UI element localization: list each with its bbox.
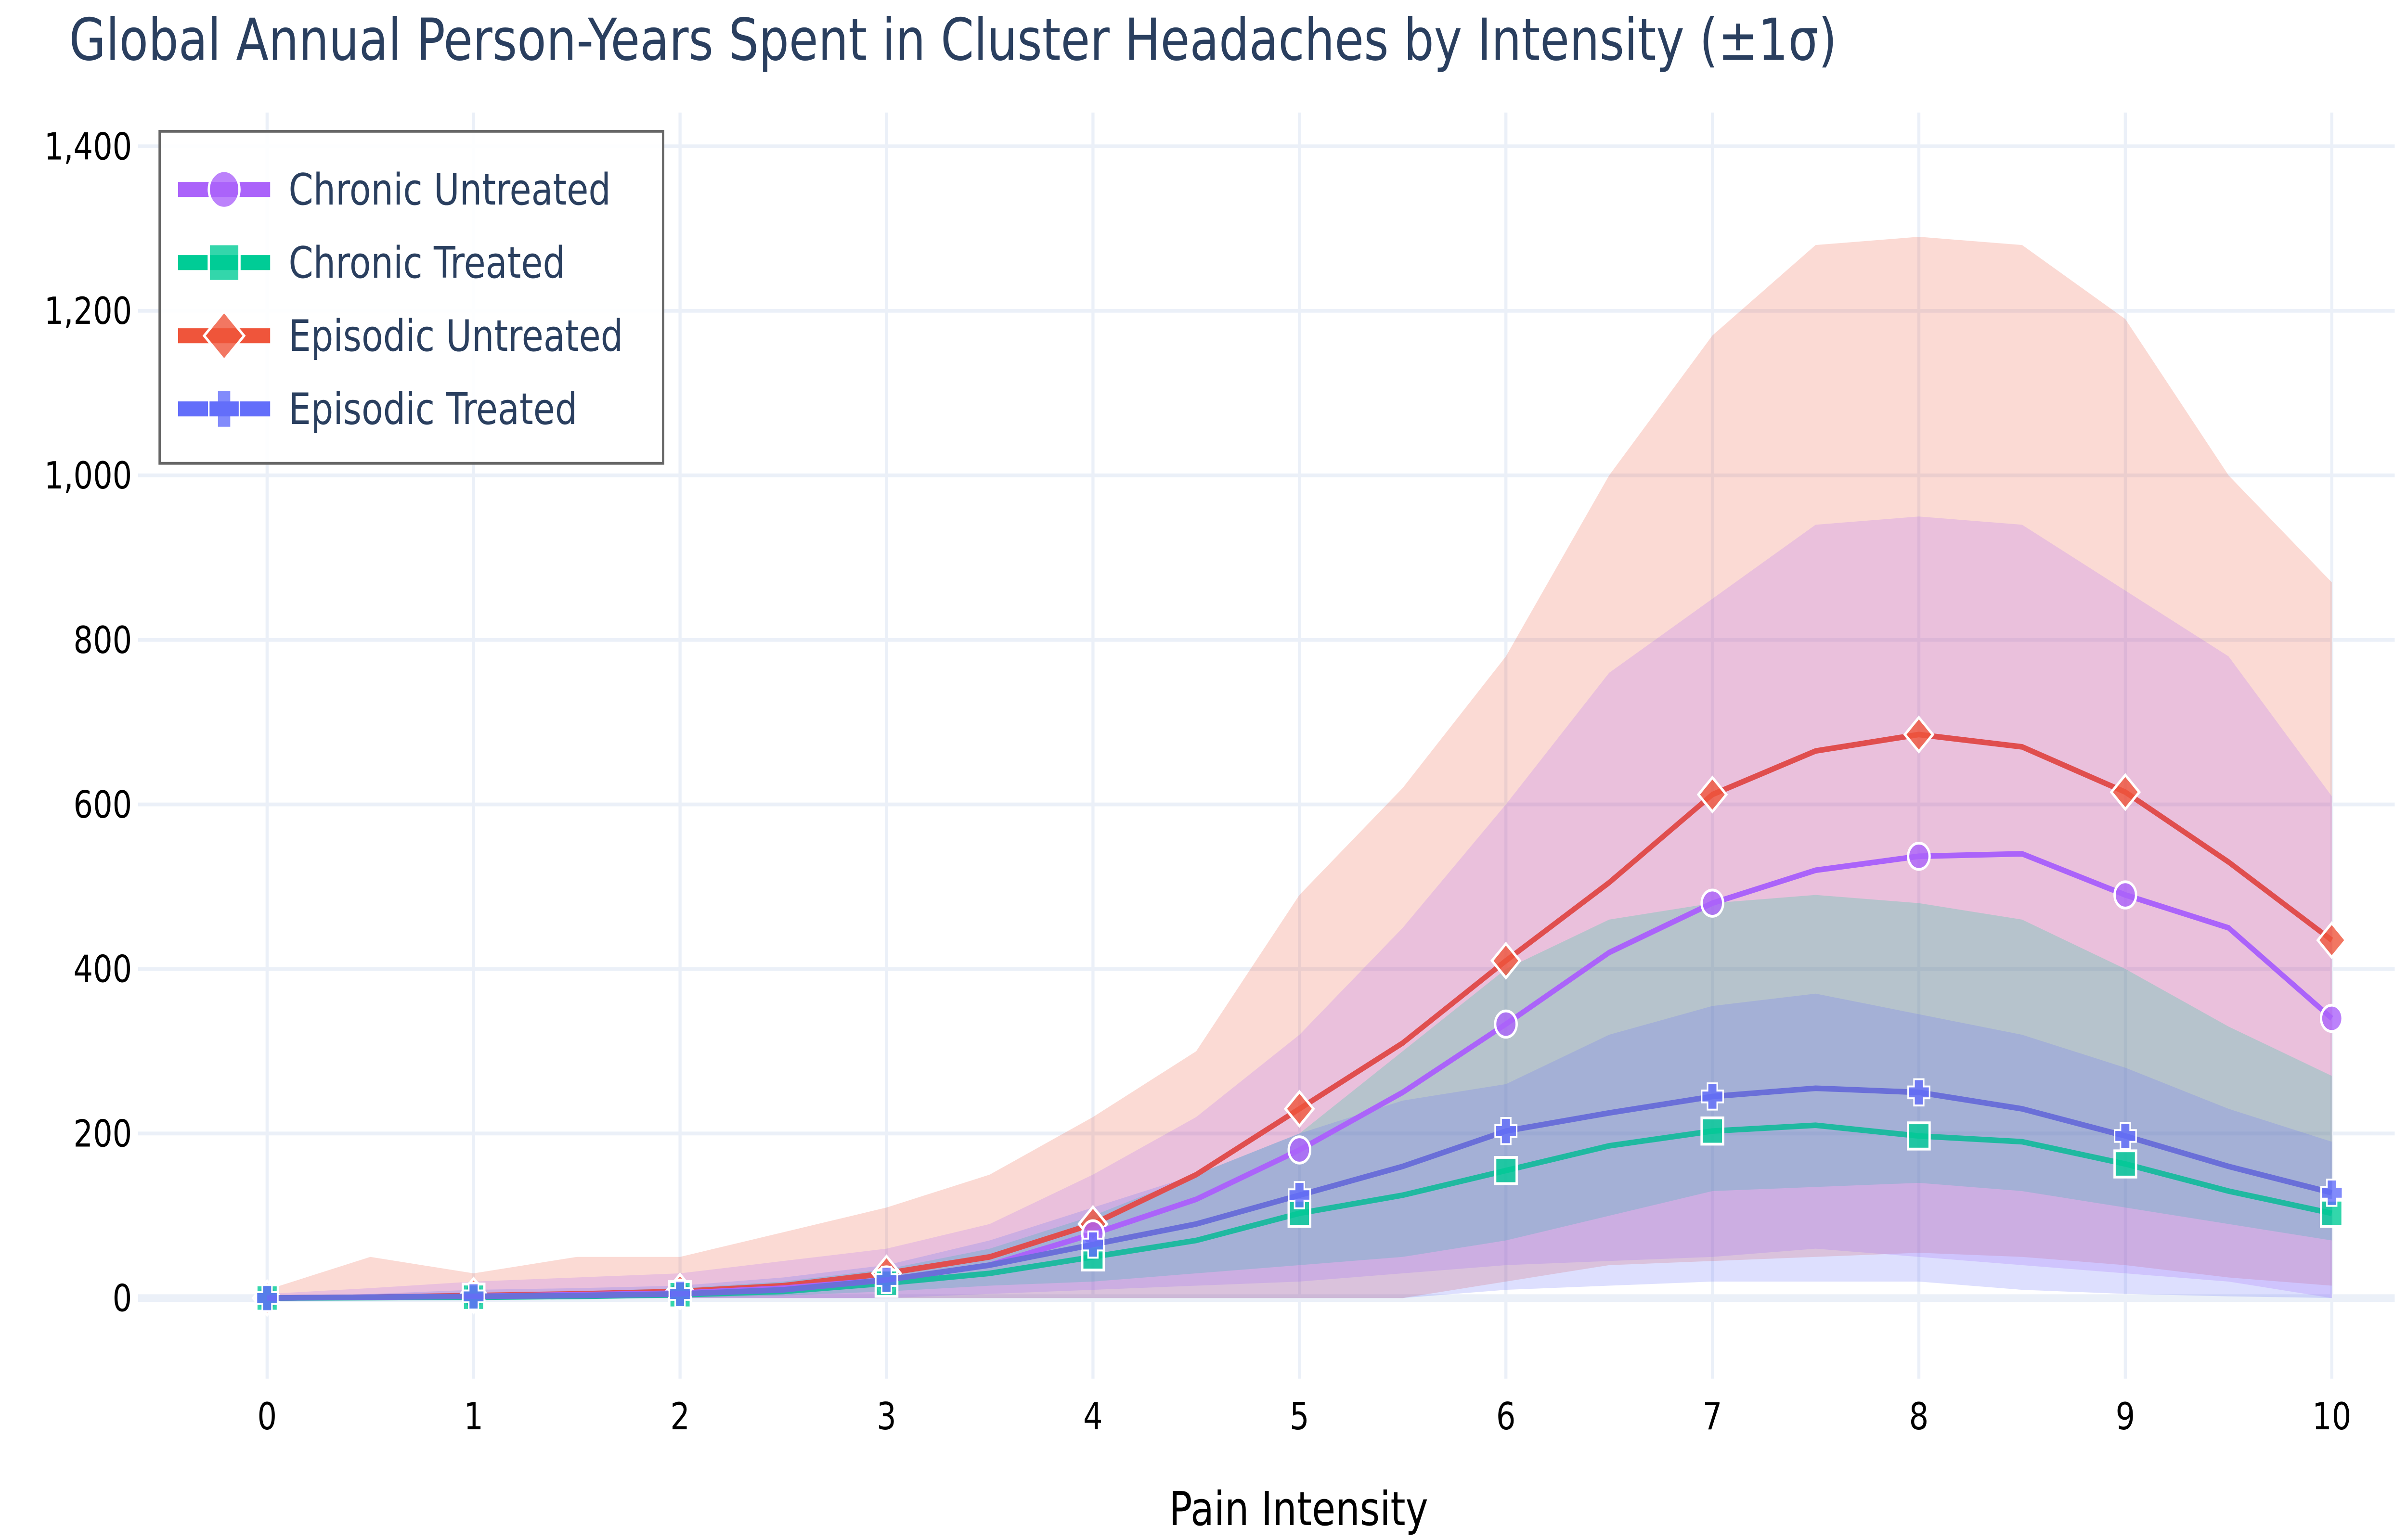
legend: Chronic Untreated Chronic Treated Episodic… [158, 129, 664, 465]
x-tick-label: 8 [1909, 1395, 1929, 1438]
marker-square [1494, 1156, 1518, 1185]
marker-circle [2320, 1003, 2344, 1033]
x-tick-label: 6 [1496, 1395, 1516, 1438]
x-tick-label: 10 [2312, 1395, 2351, 1438]
marker-cross [462, 1282, 485, 1311]
y-tick-label: 600 [74, 783, 132, 827]
marker-circle [2113, 880, 2137, 910]
marker-diamond [1696, 775, 1728, 814]
y-tick-label: 200 [74, 1112, 132, 1155]
y-tick-label: 800 [74, 618, 132, 662]
x-tick-label: 3 [877, 1395, 896, 1438]
y-tick-label: 1,400 [44, 125, 132, 168]
legend-item-chronic-treated: Chronic Treated [178, 238, 565, 288]
x-tick-label: 5 [1290, 1395, 1309, 1438]
marker-cross [255, 1283, 279, 1312]
marker-circle [1494, 1009, 1518, 1039]
series-lines [251, 715, 2348, 1317]
legend-item-episodic-untreated: Episodic Untreated [178, 309, 623, 362]
marker-circle [207, 169, 241, 210]
y-tick-label: 1,200 [44, 289, 132, 333]
band-episodic-untreated [267, 237, 2332, 1298]
x-tick-label: 7 [1703, 1395, 1722, 1438]
marker-diamond [1283, 1090, 1315, 1128]
legend-item-chronic-untreated: Chronic Untreated [178, 165, 611, 215]
marker-square [1700, 1116, 1724, 1146]
legend-label: Episodic Untreated [288, 311, 623, 361]
chart-title: Global Annual Person-Years Spent in Clus… [69, 7, 1837, 74]
marker-square [207, 242, 241, 283]
x-tick-label: 0 [258, 1395, 277, 1438]
marker-circle [1907, 842, 1931, 871]
x-tick-label: 2 [670, 1395, 690, 1438]
band-chronic-untreated [267, 516, 2332, 1298]
x-ticks: 0 1 2 3 4 5 6 7 8 9 10 [258, 1395, 2352, 1438]
marker-square [1907, 1121, 1931, 1151]
marker-cross [1288, 1181, 1311, 1209]
series-episodic-treated [255, 1078, 2343, 1312]
marker-cross [1494, 1116, 1518, 1145]
x-tick-label: 4 [1083, 1395, 1103, 1438]
y-tick-label: 400 [74, 947, 132, 991]
marker-square [2113, 1149, 2137, 1179]
marker-cross [875, 1266, 898, 1294]
band-chronic-treated [267, 895, 2332, 1298]
marker-cross [2113, 1122, 2137, 1150]
marker-diamond [2109, 773, 2141, 811]
x-tick-label: 9 [2116, 1395, 2135, 1438]
x-axis-label: Pain Intensity [1169, 1481, 1428, 1536]
marker-cross [1907, 1078, 1930, 1107]
marker-diamond [2316, 921, 2348, 960]
marker-cross [1701, 1082, 1724, 1111]
marker-cross [1081, 1230, 1105, 1259]
y-tick-label: 1,000 [44, 454, 132, 498]
legend-label: Chronic Untreated [288, 165, 610, 215]
marker-diamond [1490, 941, 1522, 980]
y-ticks: 0 200 400 600 800 1,000 1,200 1,400 [44, 125, 132, 1320]
y-tick-label: 0 [113, 1276, 132, 1320]
legend-item-episodic-treated: Episodic Treated [178, 385, 577, 435]
marker-circle [1287, 1135, 1312, 1165]
marker-cross [668, 1280, 692, 1308]
marker-circle [1700, 888, 1724, 918]
marker-diamond [1903, 715, 1935, 754]
marker-cross [208, 389, 241, 429]
x-tick-label: 1 [464, 1395, 483, 1438]
marker-cross [2320, 1179, 2343, 1207]
marker-diamond [202, 309, 246, 362]
legend-label: Episodic Treated [288, 385, 577, 435]
legend-label: Chronic Treated [288, 238, 565, 288]
